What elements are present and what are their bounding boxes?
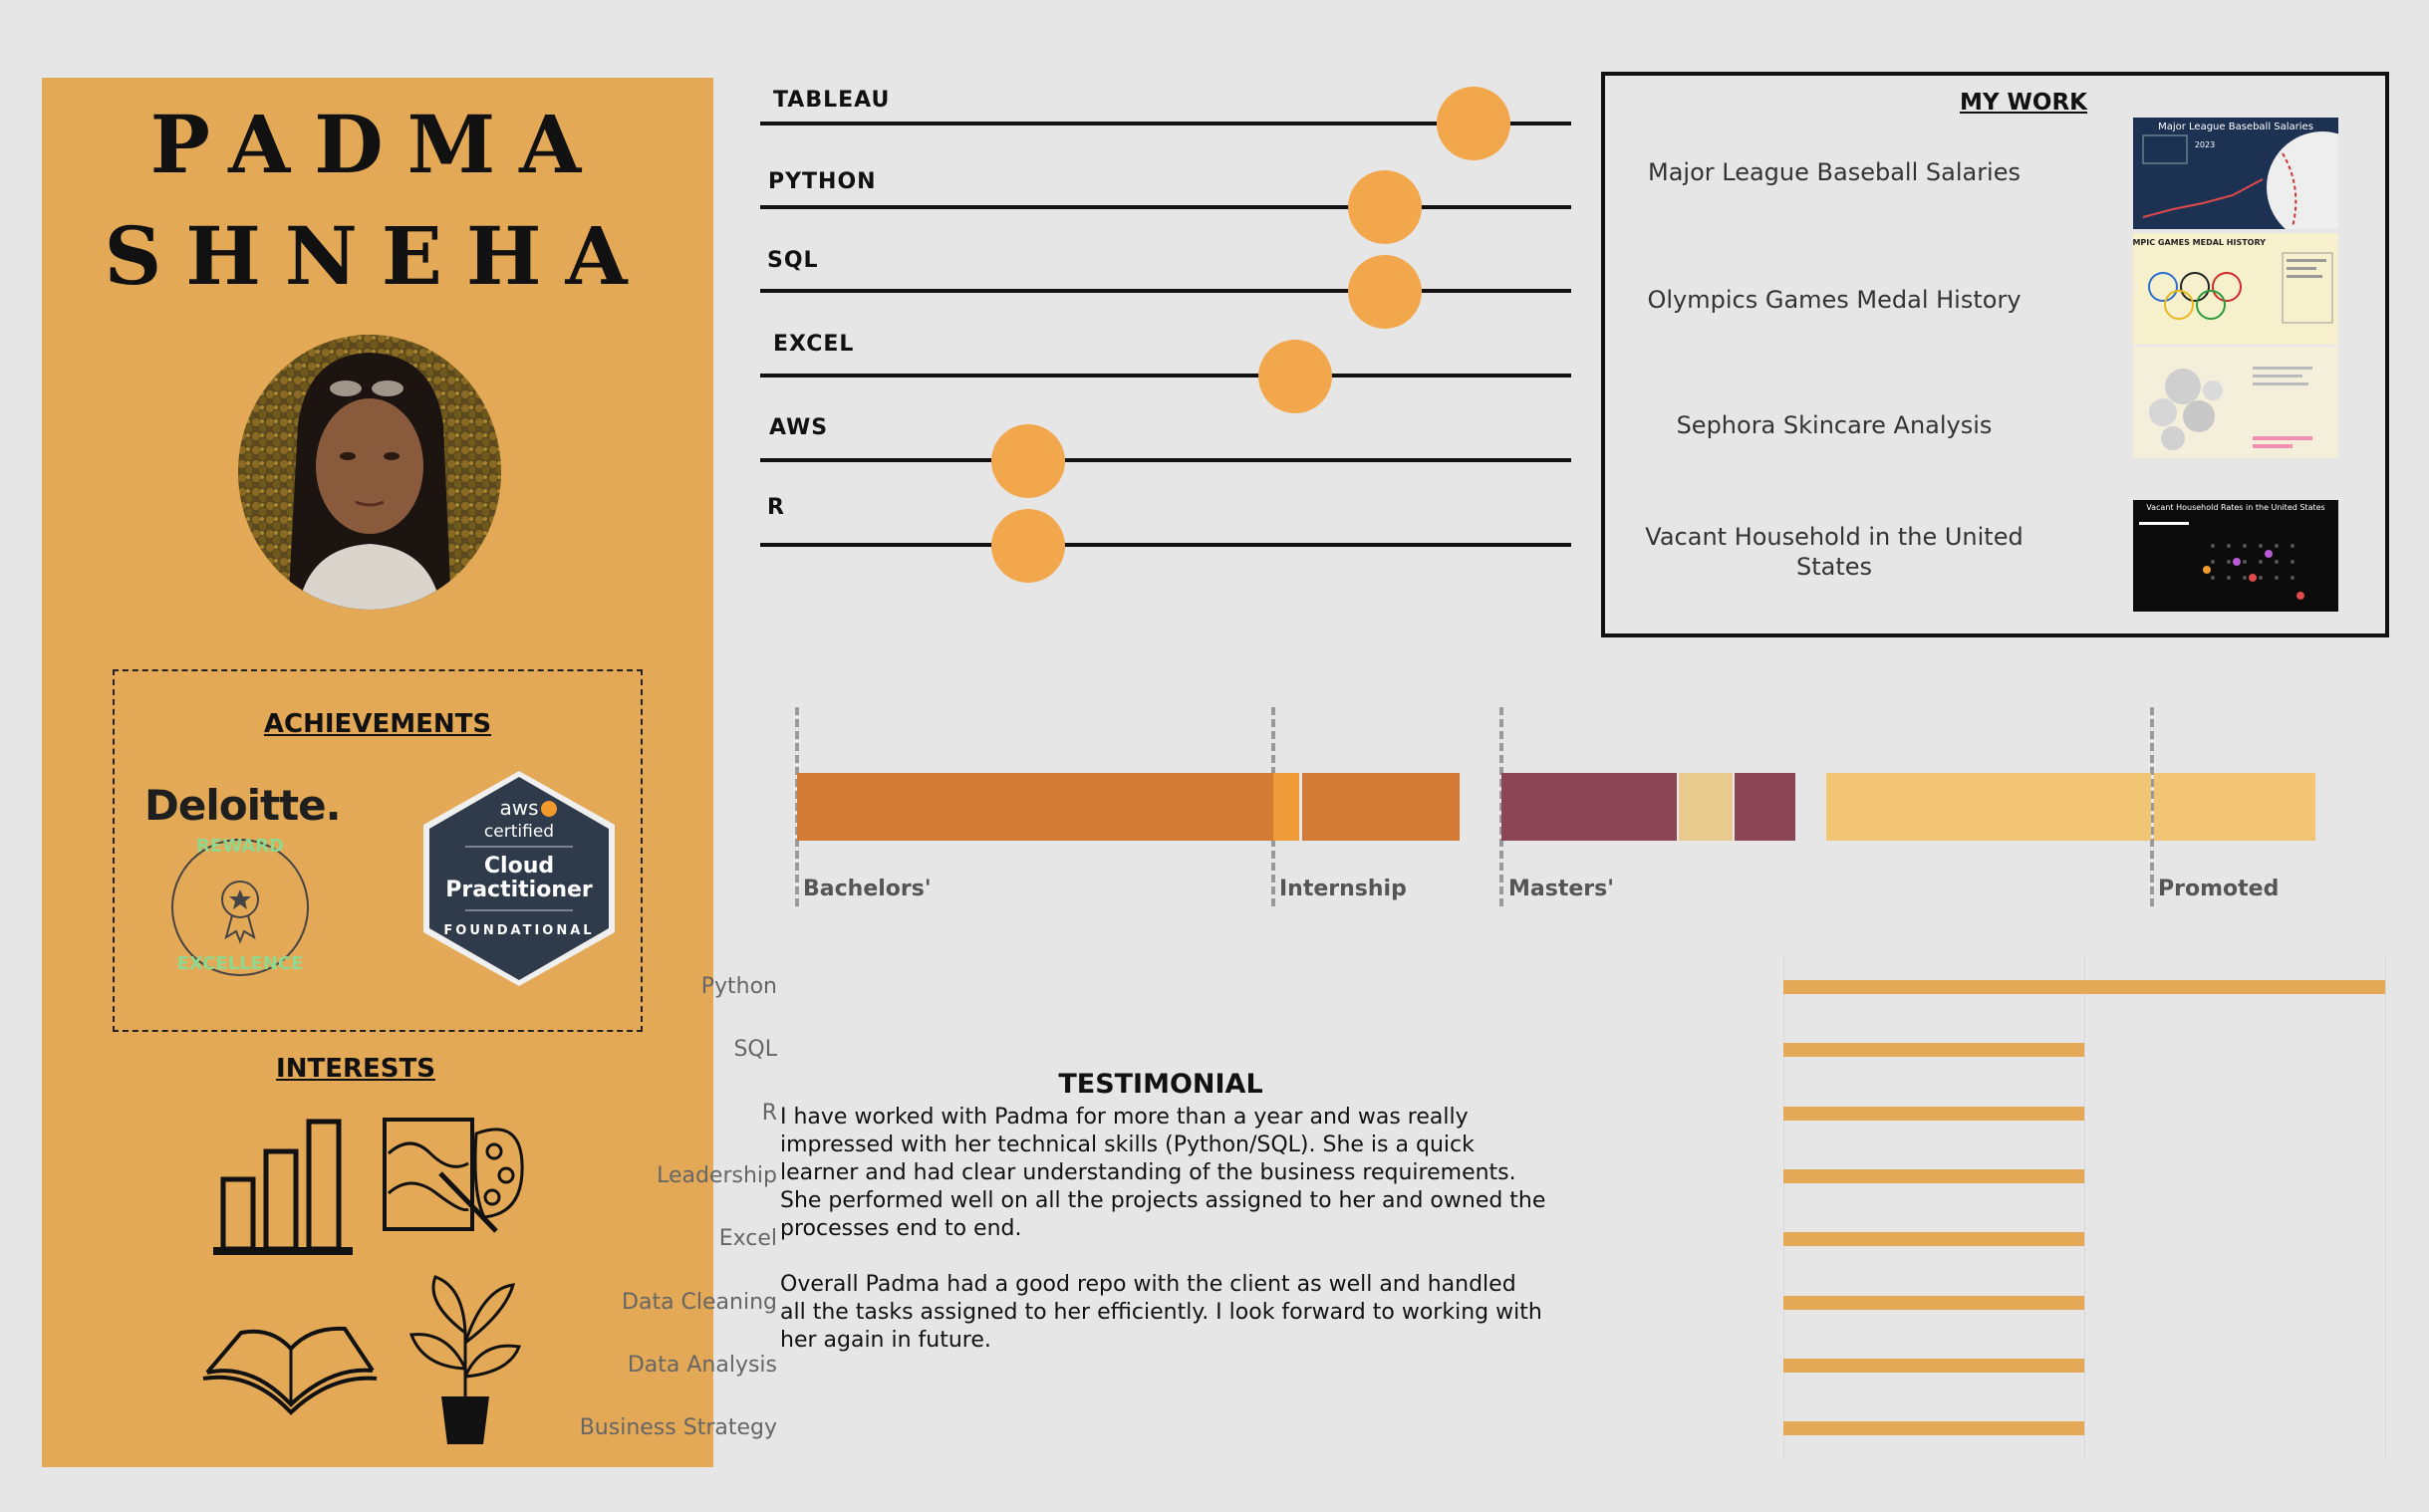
timeline-segment-internship bbox=[1273, 773, 1299, 841]
my-work-box: MY WORK Major League Baseball Salaries O… bbox=[1601, 72, 2389, 637]
skill-label-aws: AWS bbox=[769, 415, 829, 440]
timeline-segment-work bbox=[1302, 773, 1460, 841]
timeline-label-promoted: Promoted bbox=[2158, 877, 2280, 901]
profile-photo bbox=[238, 335, 501, 610]
skills-sliders: TABLEAU PYTHON SQL EXCEL AWS R bbox=[0, 0, 1594, 598]
timeline-segment-masters bbox=[1501, 773, 1677, 841]
thumb-title: OLYMPIC GAMES MEDAL HISTORY bbox=[2133, 238, 2266, 247]
chart-gridline bbox=[2084, 956, 2085, 1459]
last-name: SHNEHA bbox=[104, 209, 652, 303]
deloitte-award: Deloitte. REWARD EXCELLENCE bbox=[144, 781, 344, 983]
work-thumb-vacant-household[interactable]: Vacant Household Rates in the United Sta… bbox=[2133, 500, 2338, 612]
timeline-label-bachelors: Bachelors' bbox=[803, 877, 932, 901]
timeline-segment-bachelors bbox=[797, 773, 1273, 841]
chart-bar bbox=[1783, 980, 2385, 994]
achievements-box: ACHIEVEMENTS Deloitte. REWARD EXCELLENCE… bbox=[113, 669, 643, 1032]
skill-knob-r bbox=[990, 509, 1065, 583]
thumb-title: Major League Baseball Salaries bbox=[2158, 122, 2313, 132]
chart-bar bbox=[1783, 1168, 2084, 1183]
timeline-segment-masters-2 bbox=[1735, 773, 1795, 841]
work-thumb-baseball[interactable]: Major League Baseball Salaries 2023 bbox=[2133, 118, 2338, 229]
work-thumb-olympics[interactable]: OLYMPIC GAMES MEDAL HISTORY bbox=[2133, 233, 2338, 345]
bar-chart-icon bbox=[211, 1114, 361, 1267]
aws-badge: aws certified Cloud Practitioner FOUNDAT… bbox=[419, 767, 619, 990]
thumb-title: Vacant Household Rates in the United Sta… bbox=[2146, 503, 2324, 512]
work-item-title[interactable]: Vacant Household in the United States bbox=[1645, 523, 2024, 581]
plant-icon bbox=[405, 1273, 525, 1456]
chart-gridline bbox=[1783, 956, 1784, 1459]
work-item-title[interactable]: Olympics Games Medal History bbox=[1647, 286, 2022, 314]
skill-track-aws bbox=[760, 458, 1571, 462]
testimonial-paragraph-1: I have worked with Padma for more than a… bbox=[780, 1105, 1546, 1241]
timeline-label-internship: Internship bbox=[1279, 877, 1407, 901]
profile-panel: PADMA SHNEHA ACHIEVEMENTS bbox=[42, 78, 713, 1467]
skill-label-python: PYTHON bbox=[768, 169, 877, 194]
award-bottom-text: EXCELLENCE bbox=[177, 953, 304, 974]
skill-knob-excel bbox=[1258, 340, 1333, 413]
award-medal-icon: REWARD EXCELLENCE bbox=[171, 836, 309, 976]
skill-track-sql bbox=[760, 289, 1571, 293]
deloitte-logo: Deloitte. bbox=[144, 781, 342, 830]
skill-track-tableau bbox=[760, 122, 1571, 126]
aws-certified: certified bbox=[484, 822, 554, 842]
skill-knob-python bbox=[1347, 170, 1422, 244]
chart-bar bbox=[1783, 1421, 2084, 1436]
first-name: PADMA bbox=[149, 98, 606, 191]
chart-bar bbox=[1783, 1106, 2084, 1121]
work-item-title[interactable]: Sephora Skincare Analysis bbox=[1676, 411, 1993, 439]
career-timeline: Bachelors' Internship Masters' Promoted bbox=[0, 697, 2429, 916]
aws-cloud: Cloud bbox=[484, 854, 554, 879]
work-thumb-sephora[interactable] bbox=[2133, 347, 2338, 458]
skill-knob-aws bbox=[990, 424, 1065, 498]
skill-knob-tableau bbox=[1437, 87, 1511, 160]
timeline-label-masters: Masters' bbox=[1508, 877, 1614, 901]
painting-icon bbox=[381, 1114, 530, 1247]
skill-knob-sql bbox=[1347, 255, 1422, 329]
chart-bar bbox=[1783, 1358, 2084, 1373]
chart-category-label: SQL bbox=[733, 1037, 777, 1063]
interests-heading: INTERESTS bbox=[276, 1054, 435, 1084]
chart-bar bbox=[1783, 1232, 2084, 1247]
skill-label-sql: SQL bbox=[767, 248, 819, 273]
skill-track-python bbox=[760, 205, 1571, 209]
skill-track-excel bbox=[760, 374, 1571, 378]
thumb-year: 2023 bbox=[2195, 140, 2215, 149]
testimonial-paragraph-2: Overall Padma had a good repo with the c… bbox=[780, 1272, 1542, 1353]
skill-label-tableau: TABLEAU bbox=[773, 88, 891, 113]
timeline-segment-break bbox=[1679, 773, 1733, 841]
chart-bar bbox=[1783, 1043, 2084, 1058]
timeline-segment-promoted bbox=[2154, 773, 2315, 841]
chart-bar bbox=[1783, 1295, 2084, 1310]
testimonial-heading: TESTIMONIAL bbox=[1058, 1069, 1263, 1100]
award-top-text: REWARD bbox=[196, 836, 284, 857]
aws-brand: aws bbox=[499, 796, 538, 820]
skill-label-r: R bbox=[767, 495, 785, 520]
work-item-title[interactable]: Major League Baseball Salaries bbox=[1648, 158, 2021, 186]
my-work-heading: MY WORK bbox=[1959, 90, 2087, 116]
book-icon bbox=[201, 1313, 381, 1426]
skill-label-excel: EXCEL bbox=[773, 332, 855, 357]
chart-category-label: Excel bbox=[718, 1226, 777, 1252]
achievements-heading: ACHIEVEMENTS bbox=[263, 709, 492, 739]
timeline-segment-job bbox=[1826, 773, 2151, 841]
timeline-marker-promoted bbox=[2150, 707, 2154, 906]
aws-foundational: FOUNDATIONAL bbox=[443, 923, 594, 938]
chart-category-label: R bbox=[761, 1100, 777, 1126]
chart-gridline bbox=[2385, 956, 2386, 1459]
skill-track-r bbox=[760, 543, 1571, 547]
aws-practitioner: Practitioner bbox=[445, 878, 593, 902]
